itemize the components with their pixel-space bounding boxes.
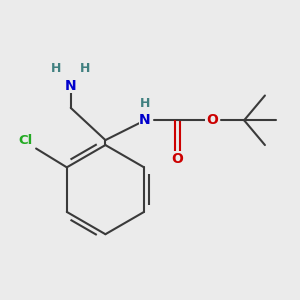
Text: N: N bbox=[65, 79, 76, 93]
Text: N: N bbox=[139, 113, 151, 127]
Text: Cl: Cl bbox=[18, 134, 32, 146]
Text: O: O bbox=[171, 152, 183, 166]
Text: H: H bbox=[51, 62, 61, 75]
Text: H: H bbox=[140, 97, 150, 110]
Text: O: O bbox=[206, 113, 218, 127]
Text: H: H bbox=[80, 62, 90, 75]
